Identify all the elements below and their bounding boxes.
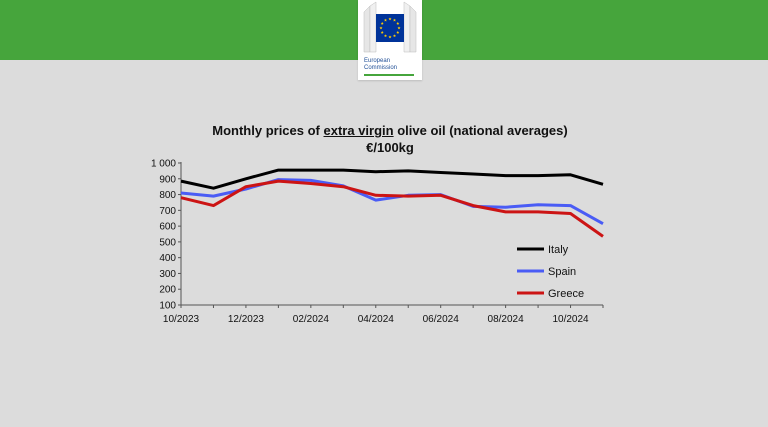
flag-star bbox=[379, 26, 383, 30]
european-commission-logo: European Commission bbox=[358, 0, 422, 80]
y-tick-label: 200 bbox=[159, 285, 176, 296]
x-tick-label: 04/2024 bbox=[358, 314, 395, 325]
series-line-italy bbox=[180, 168, 604, 190]
chart-title: Monthly prices of extra virgin olive oil… bbox=[140, 123, 640, 138]
x-tick-label: 12/2023 bbox=[228, 314, 265, 325]
y-tick-label: 300 bbox=[159, 269, 176, 280]
logo-text-line1: European bbox=[364, 58, 391, 64]
flag-star bbox=[383, 34, 388, 38]
legend-label-italy: Italy bbox=[548, 244, 569, 256]
y-tick-label: 800 bbox=[159, 190, 176, 201]
series-line-greece bbox=[180, 179, 604, 238]
flag-star bbox=[392, 34, 397, 38]
x-tick-label: 06/2024 bbox=[423, 314, 460, 325]
eu-flag-icon bbox=[363, 1, 417, 53]
y-tick-label: 600 bbox=[159, 222, 176, 233]
y-tick-label: 400 bbox=[159, 253, 176, 264]
y-tick-label: 1 000 bbox=[151, 159, 176, 170]
x-tick-label: 02/2024 bbox=[293, 314, 330, 325]
chart-title-prefix: Monthly prices of bbox=[212, 123, 324, 138]
y-tick-label: 100 bbox=[159, 301, 176, 312]
x-tick-label: 10/2024 bbox=[552, 314, 589, 325]
flag-star bbox=[380, 30, 384, 34]
legend-label-spain: Spain bbox=[548, 266, 576, 278]
flag-star bbox=[397, 26, 401, 30]
chart-title-suffix: olive oil (national averages) bbox=[393, 123, 568, 138]
legend-label-greece: Greece bbox=[548, 288, 584, 300]
flag-star bbox=[396, 30, 400, 34]
logo-underline bbox=[364, 74, 414, 76]
flag-star bbox=[383, 18, 388, 22]
flag-star bbox=[392, 18, 397, 22]
flag-star bbox=[396, 21, 400, 25]
chart-title-emphasis: extra virgin bbox=[323, 123, 394, 138]
y-tick-label: 500 bbox=[159, 237, 176, 248]
x-tick-label: 10/2023 bbox=[163, 314, 200, 325]
series-line-spain bbox=[180, 178, 604, 226]
flag-star bbox=[380, 21, 384, 25]
y-tick-label: 700 bbox=[159, 206, 176, 217]
x-tick-label: 08/2024 bbox=[488, 314, 525, 325]
flag-star bbox=[388, 17, 392, 21]
logo-text-line2: Commission bbox=[364, 65, 398, 71]
y-tick-label: 900 bbox=[159, 174, 176, 185]
chart-subtitle: €/100kg bbox=[366, 140, 414, 155]
flag-star bbox=[388, 35, 392, 39]
